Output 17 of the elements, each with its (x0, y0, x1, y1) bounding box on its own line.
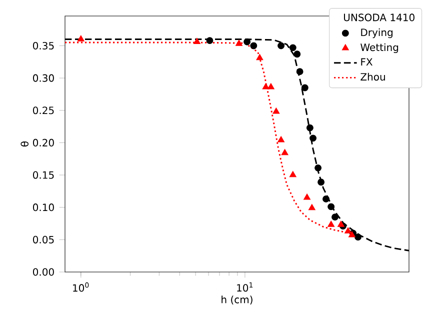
y-tick-label: 0.10 (33, 204, 54, 212)
legend-title: UNSODA 1410 (344, 14, 414, 22)
y-axis-title: θ (20, 141, 29, 147)
legend-label: Drying (361, 28, 392, 38)
x-tick-label: 10$^{1}$ (237, 282, 253, 292)
legend-label: FX (361, 58, 372, 66)
y-tick-label: 0.15 (33, 171, 54, 179)
y-tick-label: 0.25 (33, 106, 54, 114)
y-tick-label: 0.05 (33, 236, 54, 244)
y-tick-label: 0.00 (33, 268, 54, 276)
y-tick-label: 0.30 (33, 74, 54, 82)
y-tick-label: 0.35 (33, 42, 54, 50)
legend-label: Zhou (360, 72, 385, 81)
x-tick-label: 10$^{0}$ (73, 282, 89, 292)
x-axis-title: h (cm) (222, 296, 252, 304)
y-tick-label: 0.20 (33, 138, 54, 146)
legend-label: Wetting (360, 43, 398, 54)
